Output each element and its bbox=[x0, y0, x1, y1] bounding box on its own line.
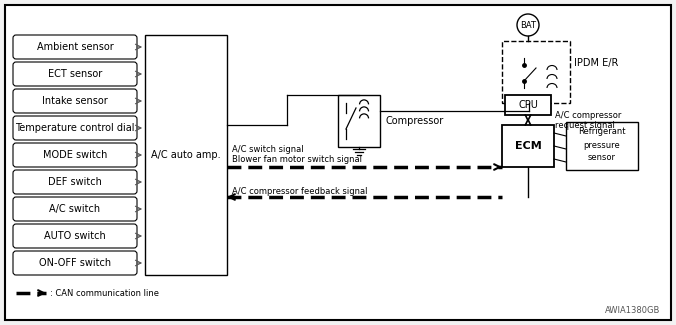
Text: Intake sensor: Intake sensor bbox=[42, 96, 108, 106]
Bar bbox=[505, 95, 551, 115]
FancyBboxPatch shape bbox=[13, 143, 137, 167]
Text: DEF switch: DEF switch bbox=[48, 177, 102, 187]
Bar bbox=[145, 35, 227, 275]
Text: A/C switch signal: A/C switch signal bbox=[232, 146, 304, 154]
Text: pressure: pressure bbox=[583, 140, 621, 150]
FancyBboxPatch shape bbox=[13, 62, 137, 86]
Text: A/C switch: A/C switch bbox=[49, 204, 101, 214]
Text: AWIA1380GB: AWIA1380GB bbox=[604, 306, 660, 315]
Text: Refrigerant: Refrigerant bbox=[578, 127, 626, 136]
Bar bbox=[338, 95, 380, 147]
Circle shape bbox=[517, 14, 539, 36]
Bar bbox=[502, 41, 570, 103]
Text: sensor: sensor bbox=[588, 153, 616, 162]
FancyBboxPatch shape bbox=[13, 251, 137, 275]
Text: MODE switch: MODE switch bbox=[43, 150, 107, 160]
Text: CPU: CPU bbox=[518, 100, 538, 110]
FancyBboxPatch shape bbox=[13, 197, 137, 221]
Bar bbox=[566, 122, 638, 170]
Text: ECM: ECM bbox=[514, 141, 541, 151]
Text: A/C auto amp.: A/C auto amp. bbox=[151, 150, 221, 160]
Text: Compressor: Compressor bbox=[385, 116, 443, 126]
Text: A/C compressor: A/C compressor bbox=[555, 111, 621, 120]
Text: Ambient sensor: Ambient sensor bbox=[37, 42, 114, 52]
FancyBboxPatch shape bbox=[13, 116, 137, 140]
Bar bbox=[502, 125, 554, 167]
Text: request signal: request signal bbox=[555, 121, 615, 129]
Text: Temperature control dial: Temperature control dial bbox=[16, 123, 135, 133]
FancyBboxPatch shape bbox=[13, 170, 137, 194]
FancyBboxPatch shape bbox=[13, 224, 137, 248]
Text: ECT sensor: ECT sensor bbox=[48, 69, 102, 79]
Text: A/C compressor feedback signal: A/C compressor feedback signal bbox=[232, 188, 368, 197]
Text: ON-OFF switch: ON-OFF switch bbox=[39, 258, 111, 268]
FancyBboxPatch shape bbox=[13, 89, 137, 113]
Text: AUTO switch: AUTO switch bbox=[44, 231, 106, 241]
Text: BAT: BAT bbox=[520, 20, 536, 30]
FancyBboxPatch shape bbox=[13, 35, 137, 59]
Text: : CAN communication line: : CAN communication line bbox=[50, 289, 159, 297]
Text: IPDM E/R: IPDM E/R bbox=[574, 58, 619, 68]
Text: Blower fan motor switch signal: Blower fan motor switch signal bbox=[232, 154, 362, 163]
